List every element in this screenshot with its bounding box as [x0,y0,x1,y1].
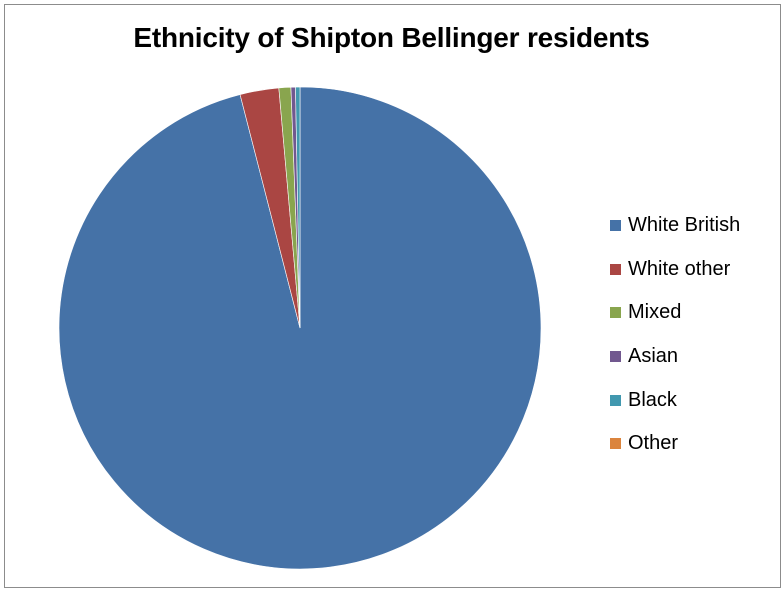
chart-title: Ethnicity of Shipton Bellinger residents [133,22,650,53]
legend-swatch-white-british [610,220,621,232]
legend-label-white-british: White British [628,214,741,237]
legend-label-black: Black [628,388,677,411]
legend-item-white-british: White British [610,204,780,248]
legend: White British White other Mixed Asian Black O… [610,204,780,466]
legend-item-other: Other [610,422,780,466]
pie-slices [58,86,542,570]
legend-swatch-white-other [610,263,621,275]
legend-swatch-asian [610,351,621,363]
legend-label-other: Other [628,432,679,455]
legend-item-mixed: Mixed [610,291,780,335]
legend-label-asian: Asian [628,345,679,368]
legend-item-black: Black [610,378,780,422]
legend-swatch-black [610,394,621,406]
legend-label-white-other: White other [628,257,731,280]
legend-item-white-other: White other [610,248,780,292]
legend-label-mixed: Mixed [628,301,682,324]
legend-swatch-mixed [610,307,621,319]
pie-slice-black [295,86,301,329]
legend-swatch-other [610,438,621,450]
legend-item-asian: Asian [610,335,780,379]
